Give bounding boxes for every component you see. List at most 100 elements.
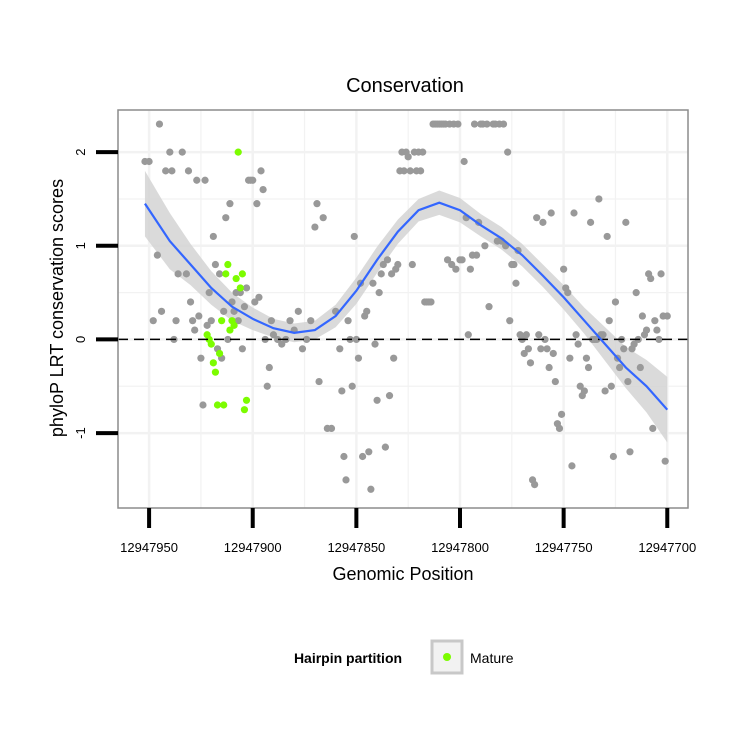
point xyxy=(174,270,182,278)
point xyxy=(303,335,311,344)
point xyxy=(616,363,624,372)
point xyxy=(162,167,170,175)
point xyxy=(253,200,261,208)
point xyxy=(651,317,659,325)
point xyxy=(533,214,541,222)
confidence-ribbon xyxy=(144,170,668,443)
legend-label-mature: Mature xyxy=(470,650,514,666)
point xyxy=(636,363,644,372)
point xyxy=(211,260,220,269)
point xyxy=(251,298,259,306)
point xyxy=(313,200,321,208)
point-mature xyxy=(213,401,222,409)
point xyxy=(381,443,389,451)
point xyxy=(512,279,520,287)
point xyxy=(543,345,551,353)
point xyxy=(369,279,377,287)
point xyxy=(520,349,528,358)
point xyxy=(166,148,174,156)
point-mature xyxy=(230,321,238,329)
smooth-layer xyxy=(144,201,669,411)
point xyxy=(607,382,615,390)
point-mature xyxy=(215,349,224,358)
point xyxy=(568,462,576,470)
point xyxy=(663,312,671,320)
point-mature xyxy=(232,274,240,283)
point xyxy=(294,307,302,315)
y-axis: 2 1 0 -1 xyxy=(73,149,118,439)
point xyxy=(611,298,620,306)
point-mature xyxy=(218,317,226,325)
point xyxy=(630,340,638,348)
point xyxy=(524,345,533,353)
point xyxy=(601,387,609,395)
point xyxy=(443,256,452,264)
point xyxy=(653,326,661,334)
point xyxy=(224,335,232,344)
point xyxy=(375,289,383,297)
point xyxy=(379,260,387,269)
point xyxy=(234,317,242,325)
x-tick-label: 12947900 xyxy=(224,540,282,555)
point xyxy=(307,317,315,325)
point xyxy=(336,345,344,353)
point xyxy=(545,363,553,372)
point xyxy=(483,120,491,128)
point xyxy=(203,321,211,329)
point xyxy=(242,284,251,292)
point-mature xyxy=(211,368,220,376)
point xyxy=(153,251,161,259)
x-tick-label: 12947700 xyxy=(638,540,696,555)
point-mature xyxy=(220,401,228,409)
point xyxy=(560,265,568,273)
point xyxy=(348,382,356,390)
point xyxy=(222,214,230,222)
point xyxy=(354,354,363,362)
point xyxy=(448,260,456,269)
x-tick-label: 12947800 xyxy=(431,540,489,555)
point xyxy=(599,331,607,339)
point xyxy=(182,270,190,278)
panel-background xyxy=(118,110,688,508)
x-tick-label: 12947750 xyxy=(535,540,593,555)
point xyxy=(278,340,286,348)
point xyxy=(427,298,435,306)
point xyxy=(574,340,582,348)
point xyxy=(580,387,588,395)
point xyxy=(394,260,402,269)
point xyxy=(551,377,559,386)
point xyxy=(373,396,381,404)
point xyxy=(564,289,572,297)
point xyxy=(327,424,336,432)
point xyxy=(383,256,392,264)
point xyxy=(458,256,466,264)
x-tick-label: 12947850 xyxy=(327,540,385,555)
point xyxy=(338,387,346,395)
point-mature xyxy=(236,284,244,292)
point xyxy=(259,186,267,194)
point xyxy=(472,251,481,259)
point xyxy=(209,232,217,241)
point-mature xyxy=(234,148,242,156)
point xyxy=(419,148,427,156)
point-mature xyxy=(240,406,249,414)
point-mature xyxy=(226,326,234,334)
point xyxy=(576,382,584,390)
point xyxy=(145,157,153,166)
point xyxy=(371,340,379,348)
point xyxy=(390,354,398,362)
point xyxy=(541,335,549,344)
point xyxy=(549,349,557,358)
point xyxy=(485,303,493,311)
point-mature xyxy=(224,260,232,269)
legend-title: Hairpin partition xyxy=(294,650,402,666)
point xyxy=(220,307,228,315)
point xyxy=(510,260,518,269)
point xyxy=(257,167,265,175)
point xyxy=(408,260,416,269)
point xyxy=(193,176,201,184)
point xyxy=(638,312,647,320)
point xyxy=(522,331,530,339)
point xyxy=(149,317,157,325)
point xyxy=(267,317,275,325)
